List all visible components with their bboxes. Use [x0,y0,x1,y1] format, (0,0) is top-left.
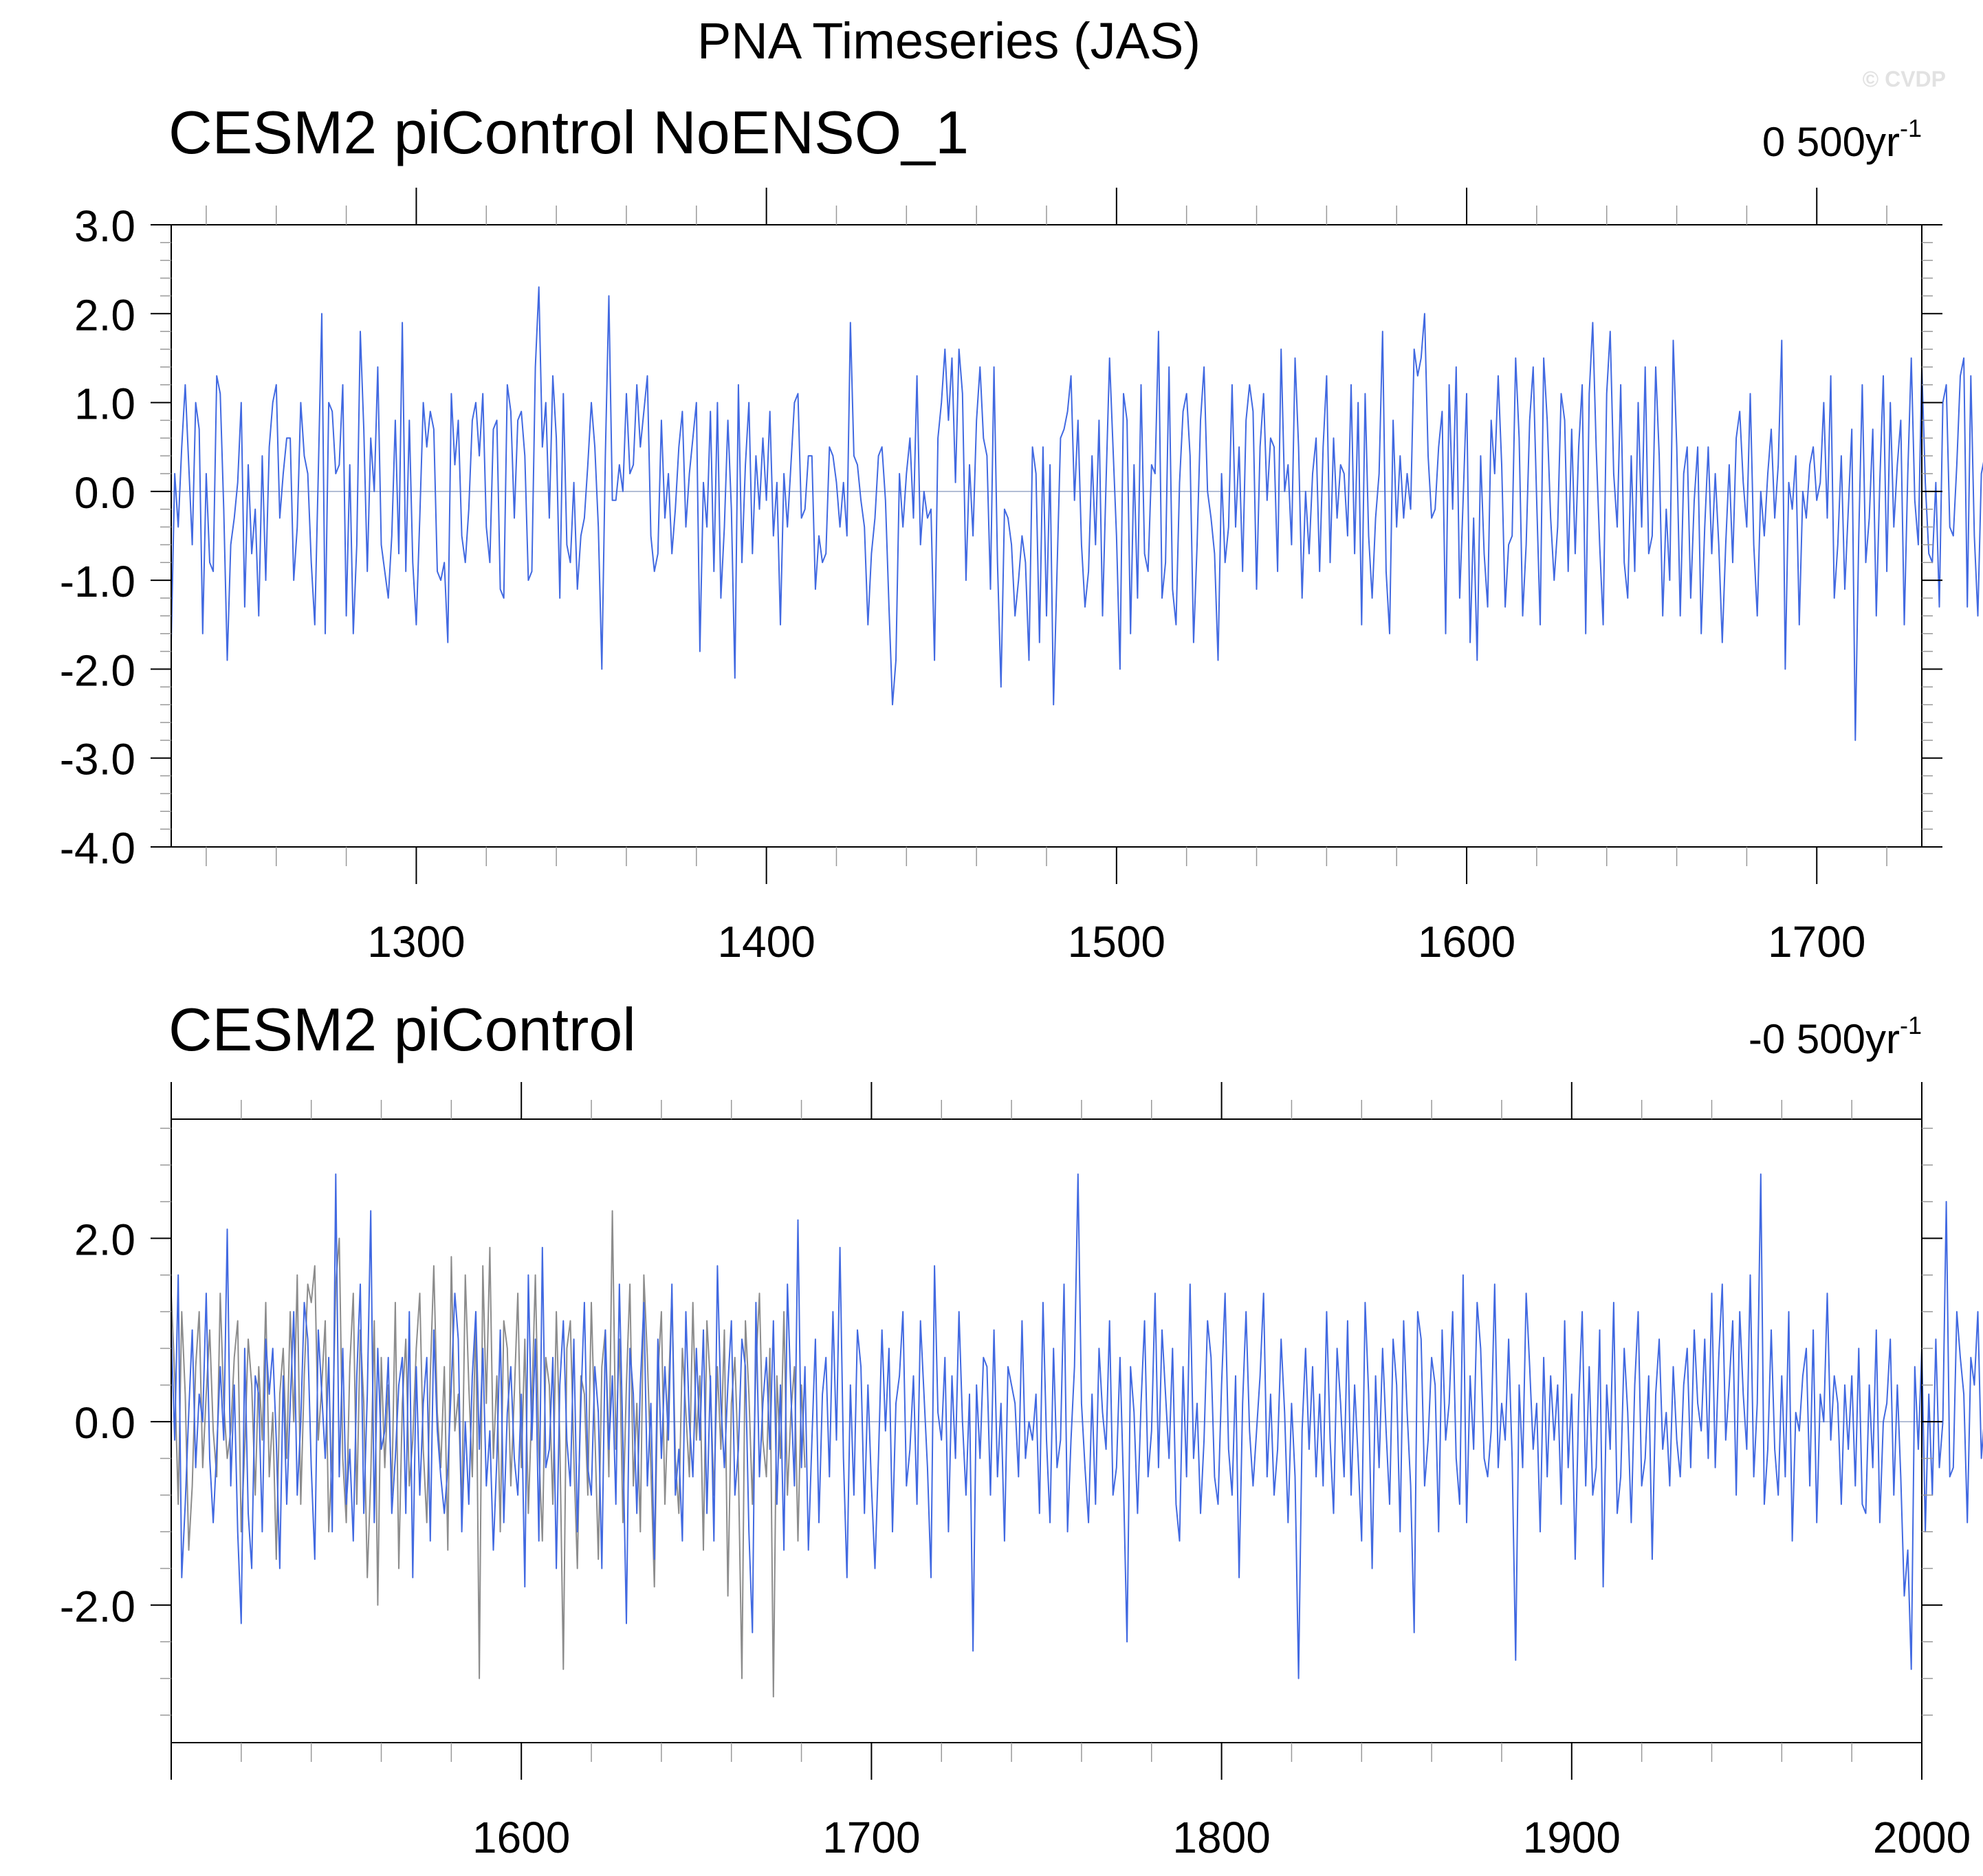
trend-label: 0 500yr-1 [1762,114,1922,165]
trend-value: 0 500yr [1762,119,1900,165]
plot-area: 2.0 0.0 -2.0 1600 1700 1800 1900 2000 [60,1082,1983,1862]
y-tick-label: -2.0 [60,645,135,695]
trend-value: -0 500yr [1749,1016,1900,1062]
y-tick-label: -1.0 [60,557,135,606]
y-tick-label: 0.0 [74,1398,135,1448]
trend-label: -0 500yr-1 [1749,1011,1922,1062]
x-tick-label: 1500 [1068,917,1165,967]
x-tick-label: 1700 [1768,917,1865,967]
plot-frame [171,224,1922,848]
y-tick-label: 0.0 [74,468,135,518]
y-tick-label: -3.0 [60,735,135,784]
panel-top: CESM2 piControl NoENSO_1 0 500yr-1 3.0 2.… [60,98,1983,967]
panel-title: CESM2 piControl NoENSO_1 [168,98,969,166]
plot-area: 3.0 2.0 1.0 0.0 -1.0 -2.0 -3.0 -4.0 1300 1400 1500… [60,188,1983,967]
y-tick-label: -2.0 [60,1582,135,1631]
x-tick-label: 1400 [717,917,815,967]
figure-title: PNA Timeseries (JAS) [697,12,1201,69]
x-tick-label: 1600 [472,1813,570,1862]
plot-frame [171,1118,1922,1743]
x-tick-label: 2000 [1873,1813,1971,1862]
x-tick-label: 1700 [822,1813,920,1862]
y-tick-label: 2.0 [74,1215,135,1264]
x-tick-label: 1600 [1418,917,1515,967]
panel-title: CESM2 piControl [168,995,636,1063]
panel-bottom: CESM2 piControl -0 500yr-1 2.0 0.0 -2.0 160… [60,995,1983,1862]
watermark: © CVDP [1863,67,1946,91]
trend-exponent: -1 [1900,114,1922,142]
x-tick-label: 1800 [1172,1813,1270,1862]
trend-exponent: -1 [1900,1011,1922,1039]
y-tick-label: 2.0 [74,290,135,340]
y-tick-label: 1.0 [74,379,135,429]
x-tick-label: 1900 [1523,1813,1621,1862]
series-line [171,1173,1983,1679]
y-tick-label: 3.0 [74,201,135,251]
y-tick-label: -4.0 [60,824,135,873]
series-line [171,286,1983,741]
x-tick-label: 1300 [367,917,465,967]
reference-series-line [171,1210,806,1698]
